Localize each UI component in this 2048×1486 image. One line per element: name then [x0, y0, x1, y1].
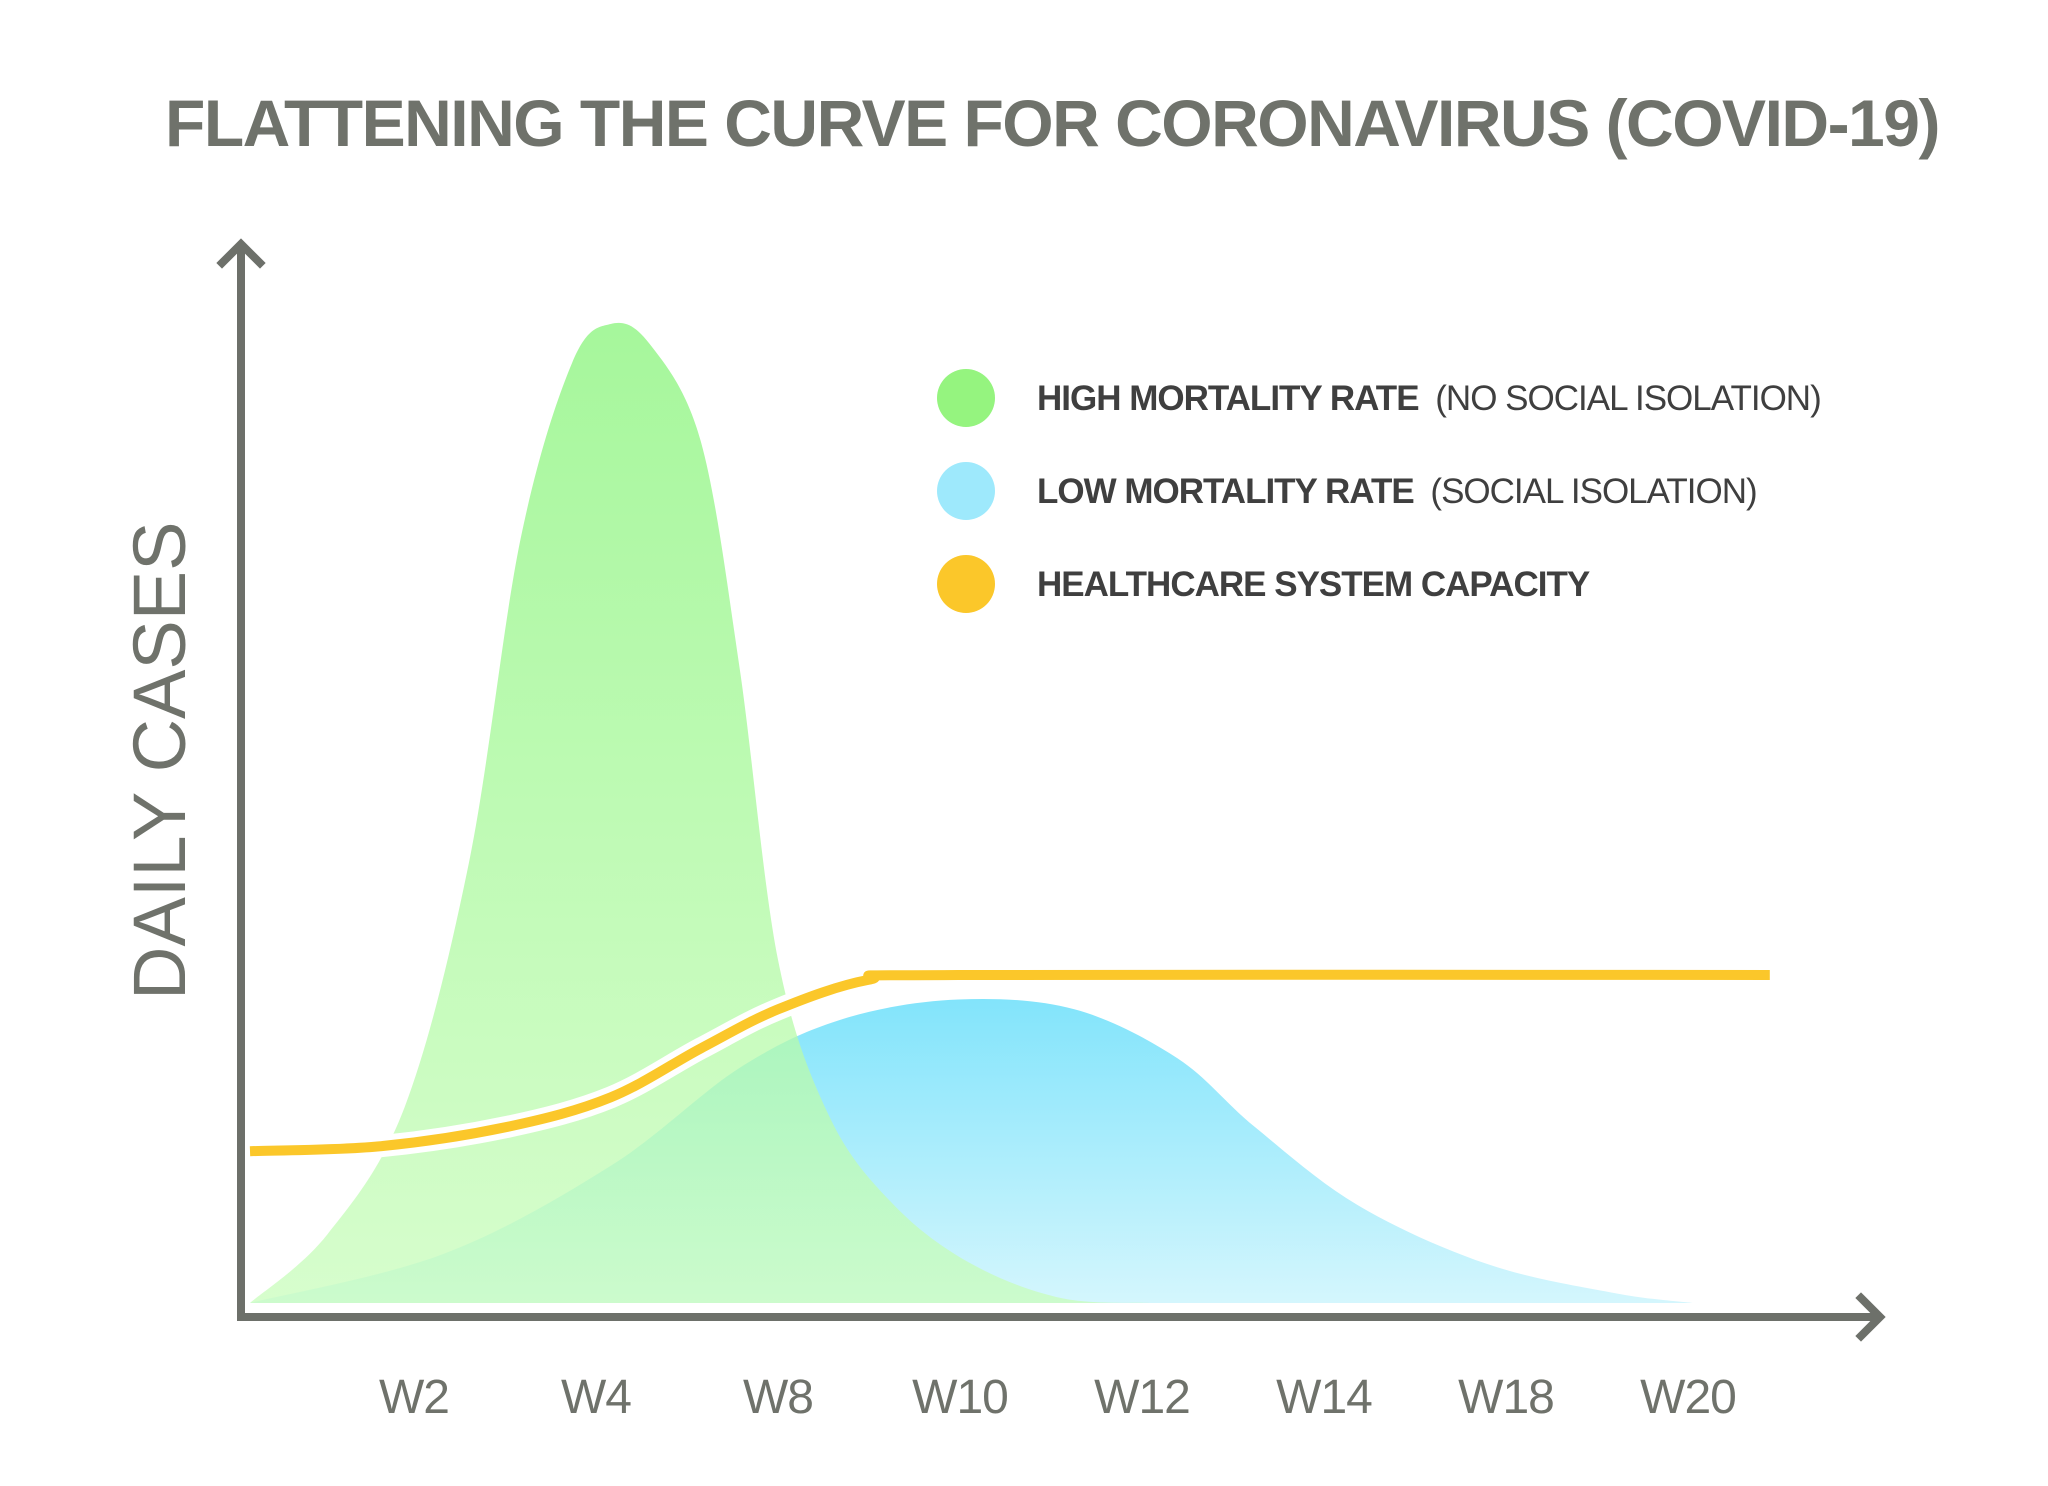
- axes: [216, 238, 1886, 1342]
- legend-swatch-low-mortality: [937, 462, 995, 520]
- plot-areas: [239, 322, 1781, 1303]
- area-high-mortality: [250, 322, 1152, 1303]
- y-axis-label: DAILY CASES: [118, 522, 201, 1000]
- x-tick-label: W18: [1458, 1371, 1554, 1424]
- x-axis-arrowhead: [1855, 1292, 1886, 1342]
- y-axis-arrowhead: [216, 238, 266, 269]
- legend-entry-capacity: HEALTHCARE SYSTEM CAPACITY: [1037, 565, 1590, 604]
- legend-swatch-high-mortality: [937, 369, 995, 427]
- legend-label-capacity: HEALTHCARE SYSTEM CAPACITY: [1037, 565, 1590, 604]
- line-healthcare-capacity: [249, 969, 1770, 1157]
- legend-entry-high-mortality: HIGH MORTALITY RATE (NO SOCIAL ISOLATION…: [1037, 379, 1821, 418]
- legend-swatch-capacity: [937, 555, 995, 613]
- legend-qualifier-low-mortality: (SOCIAL ISOLATION): [1430, 472, 1756, 511]
- legend-label-high-mortality: HIGH MORTALITY RATE: [1037, 379, 1419, 418]
- x-tick-label: W2: [379, 1371, 449, 1424]
- legend-label-low-mortality: LOW MORTALITY RATE: [1037, 472, 1414, 511]
- x-tick-label: W12: [1094, 1371, 1190, 1424]
- x-axis-ticks: W2 W4 W8 W10 W12 W14 W18 W20: [379, 1371, 1737, 1424]
- x-tick-label: W8: [743, 1371, 813, 1424]
- x-tick-label: W4: [561, 1371, 631, 1424]
- legend-qualifier-high-mortality: (NO SOCIAL ISOLATION): [1435, 379, 1820, 418]
- x-tick-label: W20: [1640, 1371, 1736, 1424]
- x-tick-label: W10: [912, 1371, 1008, 1424]
- x-tick-label: W14: [1276, 1371, 1372, 1424]
- legend: HIGH MORTALITY RATE (NO SOCIAL ISOLATION…: [937, 369, 1822, 613]
- chart-title: FLATTENING THE CURVE FOR CORONAVIRUS (CO…: [165, 86, 1939, 160]
- legend-entry-low-mortality: LOW MORTALITY RATE (SOCIAL ISOLATION): [1037, 472, 1757, 511]
